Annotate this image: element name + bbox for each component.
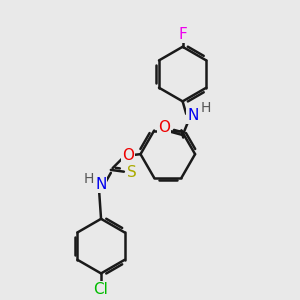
Text: H: H <box>201 101 211 116</box>
Text: H: H <box>84 172 94 186</box>
Text: O: O <box>122 148 134 163</box>
Text: S: S <box>127 165 136 180</box>
Text: O: O <box>158 120 170 135</box>
Text: N: N <box>187 108 198 123</box>
Text: Cl: Cl <box>94 282 109 297</box>
Text: N: N <box>95 177 106 192</box>
Text: F: F <box>178 27 187 42</box>
